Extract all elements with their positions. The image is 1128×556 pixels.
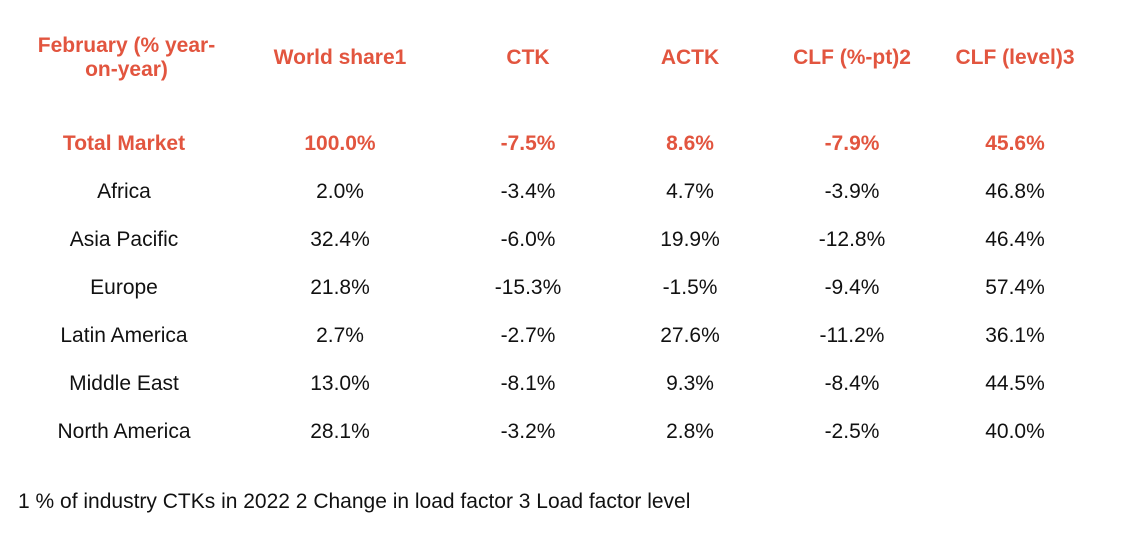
row-clf-level: 36.1% <box>985 324 1045 347</box>
row-clf-level: 44.5% <box>985 372 1045 395</box>
row-world-share: 2.0% <box>316 180 364 203</box>
row-world-share: 13.0% <box>310 372 370 395</box>
row-actk: 8.6% <box>666 132 714 155</box>
row-region: Latin America <box>60 324 188 347</box>
row-actk: 27.6% <box>660 324 720 347</box>
header-clf-pt: CLF (%-pt)2 <box>793 46 911 69</box>
row-ctk: -7.5% <box>500 132 556 155</box>
row-region: North America <box>57 420 191 443</box>
row-actk: -1.5% <box>662 276 718 299</box>
row-clf-pt: -8.4% <box>824 372 880 395</box>
footnote: 1 % of industry CTKs in 2022 2 Change in… <box>18 490 691 513</box>
header-world-share: World share1 <box>273 46 407 69</box>
row-ctk: -6.0% <box>500 228 556 251</box>
row-world-share: 32.4% <box>310 228 370 251</box>
row-region: Total Market <box>62 132 186 155</box>
row-world-share: 2.7% <box>316 324 364 347</box>
row-clf-pt: -7.9% <box>824 132 880 155</box>
row-ctk: -3.2% <box>500 420 556 443</box>
header-region-line2: on-year) <box>85 58 168 81</box>
row-clf-level: 46.8% <box>985 180 1045 203</box>
row-actk: 2.8% <box>666 420 714 443</box>
row-ctk: -3.4% <box>500 180 556 203</box>
row-region: Asia Pacific <box>69 228 179 251</box>
row-actk: 9.3% <box>666 372 714 395</box>
row-world-share: 100.0% <box>304 132 376 155</box>
row-world-share: 21.8% <box>310 276 370 299</box>
row-region: Europe <box>90 276 158 299</box>
header-clf-level: CLF (level)3 <box>955 46 1075 69</box>
row-clf-pt: -11.2% <box>819 324 885 347</box>
header-ctk: CTK <box>506 46 550 69</box>
row-clf-level: 45.6% <box>985 132 1045 155</box>
row-clf-pt: -2.5% <box>824 420 880 443</box>
row-clf-level: 46.4% <box>985 228 1045 251</box>
row-clf-level: 40.0% <box>985 420 1045 443</box>
row-world-share: 28.1% <box>310 420 370 443</box>
row-region: Middle East <box>69 372 179 395</box>
row-ctk: -15.3% <box>494 276 562 299</box>
header-region: February (% year- on-year) <box>24 34 229 82</box>
row-ctk: -8.1% <box>500 372 556 395</box>
row-clf-pt: -12.8% <box>818 228 886 251</box>
row-clf-pt: -9.4% <box>824 276 880 299</box>
row-actk: 19.9% <box>660 228 720 251</box>
row-region: Africa <box>97 180 151 203</box>
row-actk: 4.7% <box>666 180 714 203</box>
row-ctk: -2.7% <box>500 324 556 347</box>
row-clf-level: 57.4% <box>985 276 1045 299</box>
header-actk: ACTK <box>660 46 720 69</box>
header-region-line1: February (% year- <box>37 34 216 57</box>
row-clf-pt: -3.9% <box>824 180 880 203</box>
